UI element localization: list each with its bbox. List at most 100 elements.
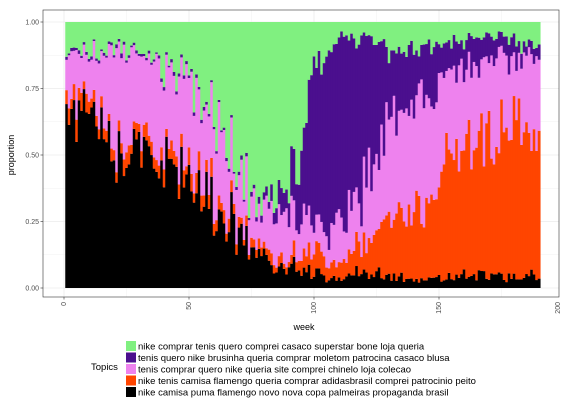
bar-segment bbox=[345, 22, 349, 36]
bar-segment bbox=[455, 274, 459, 288]
bar-segment bbox=[472, 274, 476, 288]
bar-segment bbox=[460, 22, 464, 41]
bar-segment bbox=[387, 211, 391, 274]
legend-swatch bbox=[126, 341, 136, 351]
bar-segment bbox=[190, 71, 194, 174]
bar-segment bbox=[212, 22, 216, 127]
bar-segment bbox=[297, 234, 301, 261]
bar-segment bbox=[180, 57, 184, 134]
bar-segment bbox=[167, 22, 171, 66]
bar-segment bbox=[82, 22, 86, 43]
bar-segment bbox=[285, 274, 289, 288]
bar-segment bbox=[70, 51, 74, 99]
bar-segment bbox=[110, 161, 114, 288]
bar-segment bbox=[125, 152, 129, 168]
bar-segment bbox=[262, 192, 266, 200]
bar-segment bbox=[485, 278, 489, 288]
bar-segment bbox=[367, 147, 371, 239]
bar-segment bbox=[370, 22, 374, 37]
bar-segment bbox=[140, 151, 144, 168]
bar-segment bbox=[310, 225, 314, 260]
bar-segment bbox=[477, 270, 481, 288]
bar-segment bbox=[417, 56, 421, 84]
bar-segment bbox=[65, 56, 69, 60]
bar-segment bbox=[200, 123, 204, 196]
bar-segment bbox=[500, 22, 504, 32]
bar-segment bbox=[512, 22, 516, 34]
x-tick-label: 100 bbox=[311, 302, 318, 314]
bar-segment bbox=[532, 129, 536, 275]
bar-segment bbox=[257, 203, 261, 239]
bar-segment bbox=[202, 206, 206, 288]
bar-segment bbox=[510, 56, 514, 140]
bar-segment bbox=[237, 216, 241, 228]
bar-segment bbox=[477, 22, 481, 38]
bar-segment bbox=[482, 271, 486, 288]
bar-segment bbox=[192, 22, 196, 113]
bar-segment bbox=[170, 140, 174, 159]
bar-segment bbox=[290, 146, 294, 196]
bar-segment bbox=[147, 53, 151, 136]
bar-segment bbox=[70, 47, 74, 52]
bar-segment bbox=[280, 22, 284, 189]
bar-segment bbox=[107, 120, 111, 288]
bar-segment bbox=[90, 98, 94, 108]
bar-segment bbox=[277, 179, 281, 205]
bar-segment bbox=[165, 54, 169, 129]
bar-segment bbox=[507, 273, 511, 288]
bar-segment bbox=[130, 47, 134, 145]
bar-segment bbox=[352, 275, 356, 288]
bar-segment bbox=[100, 96, 104, 108]
bar-segment bbox=[470, 169, 474, 276]
bar-segment bbox=[232, 22, 236, 172]
bar-segment bbox=[95, 58, 99, 61]
bar-segment bbox=[105, 130, 109, 143]
bar-segment bbox=[380, 124, 384, 222]
bar-segment bbox=[342, 22, 346, 37]
bar-segment bbox=[87, 58, 91, 62]
bar-segment bbox=[365, 22, 369, 37]
bar-segment bbox=[177, 73, 181, 77]
bar-segment bbox=[382, 155, 386, 220]
bar-segment bbox=[182, 187, 186, 288]
bar-segment bbox=[447, 22, 451, 41]
bar-segment bbox=[370, 274, 374, 288]
bar-segment bbox=[535, 47, 539, 57]
bar-segment bbox=[335, 212, 339, 268]
bar-segment bbox=[130, 153, 134, 288]
bar-segment bbox=[175, 91, 179, 95]
bar-segment bbox=[300, 260, 304, 276]
bar-segment bbox=[397, 110, 401, 203]
bar-segment bbox=[297, 22, 301, 185]
bar-segment bbox=[320, 274, 324, 288]
bar-segment bbox=[352, 191, 356, 251]
bar-segment bbox=[337, 209, 341, 263]
bar-segment bbox=[502, 279, 506, 288]
stacked-bars bbox=[65, 22, 541, 289]
bar-segment bbox=[252, 247, 256, 288]
bar-segment bbox=[192, 202, 196, 288]
bar-segment bbox=[177, 184, 181, 199]
bar-segment bbox=[185, 166, 189, 175]
bar-segment bbox=[492, 66, 496, 165]
bar-segment bbox=[265, 22, 269, 187]
bar-segment bbox=[325, 267, 329, 283]
bar-segment bbox=[232, 213, 236, 288]
bar-segment bbox=[382, 279, 386, 288]
bar-segment bbox=[382, 22, 386, 40]
bar-segment bbox=[75, 141, 79, 288]
bar-segment bbox=[250, 191, 254, 197]
bar-segment bbox=[505, 36, 509, 56]
bar-segment bbox=[467, 119, 471, 278]
bar-segment bbox=[185, 64, 189, 167]
bar-segment bbox=[212, 126, 216, 130]
bar-segment bbox=[157, 165, 161, 179]
bar-segment bbox=[350, 33, 354, 211]
bar-segment bbox=[255, 217, 259, 222]
bar-segment bbox=[490, 36, 494, 56]
bar-segment bbox=[345, 35, 349, 233]
bar-segment bbox=[65, 90, 69, 105]
bar-segment bbox=[407, 115, 411, 205]
bar-segment bbox=[372, 22, 376, 45]
bar-segment bbox=[422, 280, 426, 288]
